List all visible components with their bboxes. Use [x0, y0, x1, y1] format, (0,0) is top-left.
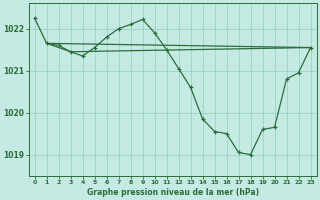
X-axis label: Graphe pression niveau de la mer (hPa): Graphe pression niveau de la mer (hPa) — [86, 188, 259, 197]
